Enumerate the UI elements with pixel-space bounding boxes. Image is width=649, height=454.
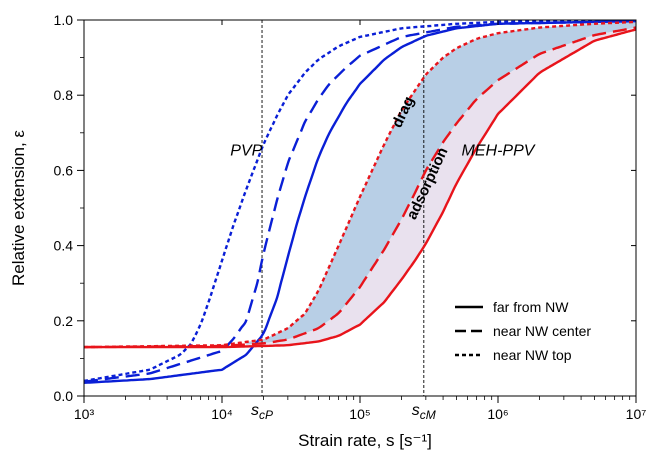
y-tick-label: 1.0 — [54, 12, 74, 28]
region-label-pvp: PVP — [230, 142, 262, 159]
y-tick-label: 0.8 — [54, 87, 74, 103]
y-tick-label: 0.2 — [54, 313, 74, 329]
y-tick-label: 0.6 — [54, 162, 74, 178]
curves — [83, 19, 637, 384]
curve-pvp-dashed — [83, 19, 637, 383]
y-tick-label: 0.4 — [54, 238, 74, 254]
vertical-markers — [261, 20, 425, 396]
legend: far from NW near NW center near NW top — [455, 299, 591, 363]
legend-label: near NW top — [493, 347, 572, 363]
x-tick-label: 10³ — [74, 406, 95, 422]
legend-label: near NW center — [493, 323, 591, 339]
x-tick-label: 10⁵ — [349, 406, 370, 422]
curve-pvp-dotted — [83, 19, 636, 383]
region-label-meh-ppv: MEH-PPV — [462, 142, 536, 159]
y-tick-label: 0.0 — [54, 388, 74, 404]
x-axis-title: Strain rate, s [s⁻¹] — [298, 431, 432, 450]
marker-label-cp: scP — [251, 402, 273, 422]
drag-band — [246, 21, 637, 345]
axes: 10³ 10⁴ 10⁵ 10⁶ 10⁷ 0.0 0.2 0.4 0.6 0.8 1.0 Strain … — [9, 12, 646, 450]
y-axis-title: Relative extension, ε — [9, 130, 28, 286]
adsorption-band — [246, 27, 637, 347]
x-tick-label: 10⁶ — [487, 406, 508, 422]
legend-label: far from NW — [493, 299, 569, 315]
curve-meh-ppv-dotted — [83, 20, 637, 349]
marker-label-cm: scM — [412, 402, 436, 422]
x-tick-label: 10⁴ — [211, 406, 233, 422]
x-tick-label: 10⁷ — [626, 406, 647, 422]
shaded-bands — [246, 21, 637, 347]
